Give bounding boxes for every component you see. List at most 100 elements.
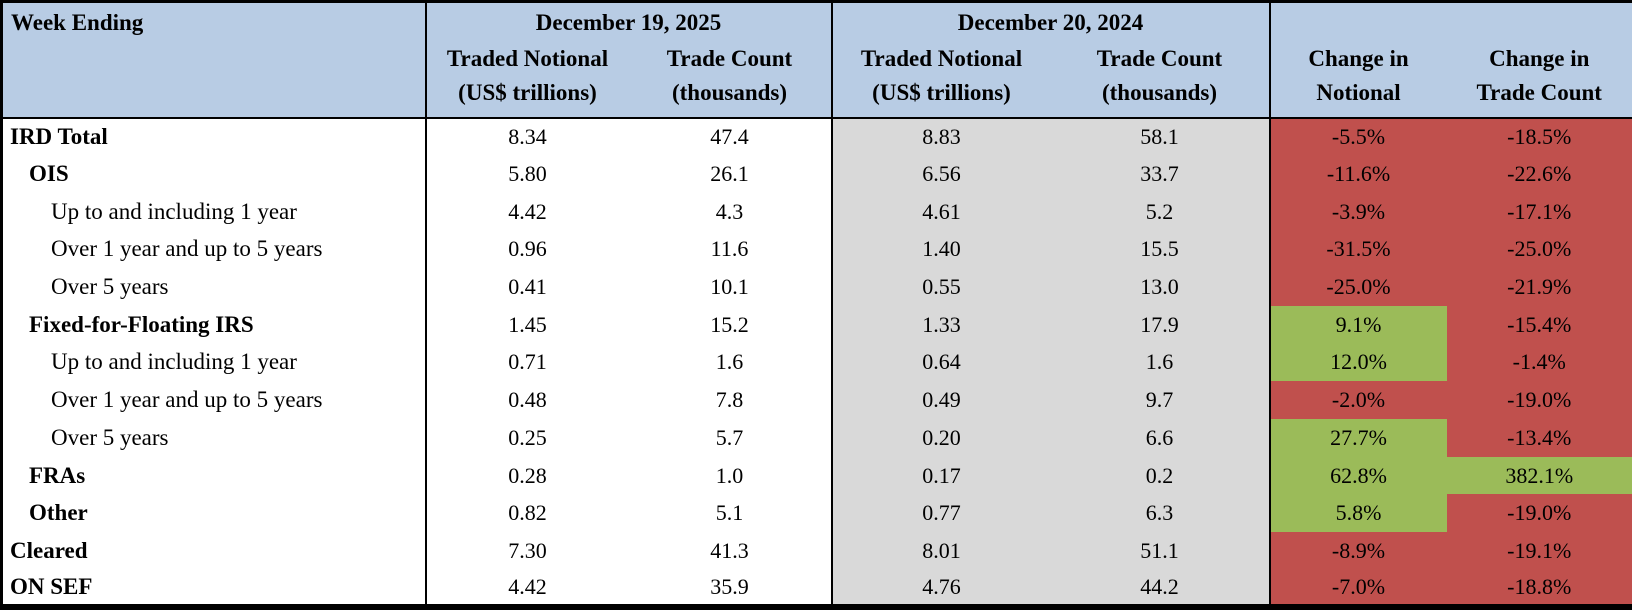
change-notional-cell: -8.9% bbox=[1268, 532, 1447, 570]
change-notional-cell: -5.5% bbox=[1268, 116, 1447, 156]
prior-notional-cell: 0.55 bbox=[830, 268, 1051, 306]
table-row: Over 1 year and up to 5 years 0.48 7.8 0… bbox=[2, 381, 1632, 419]
current-notional-cell: 7.30 bbox=[424, 532, 629, 570]
period-prior-header: December 20, 2024 bbox=[830, 1, 1270, 42]
row-label: Up to and including 1 year bbox=[51, 349, 297, 375]
change-notional-cell: -3.9% bbox=[1268, 192, 1447, 231]
table-header: Week Ending December 19, 2025 December 2… bbox=[1, 1, 1632, 118]
table-row: Cleared 7.30 41.3 8.01 51.1 -8.9% -19.1% bbox=[2, 532, 1632, 570]
current-notional-cell: 4.42 bbox=[424, 192, 629, 231]
table-row: Over 5 years 0.41 10.1 0.55 13.0 -25.0% … bbox=[2, 268, 1632, 306]
prior-count-subheader: Trade Count (thousands) bbox=[1050, 41, 1270, 118]
prior-count-cell: 58.1 bbox=[1050, 116, 1270, 156]
current-count-cell: 35.9 bbox=[710, 574, 749, 600]
change-count-cell: -1.4% bbox=[1446, 343, 1632, 382]
current-notional-cell: 0.48 bbox=[424, 381, 629, 419]
change-trade-count-header-line1: Change in bbox=[1489, 45, 1590, 71]
current-notional-cell: 0.28 bbox=[424, 456, 629, 495]
prior-count-cell: 15.5 bbox=[1050, 230, 1270, 269]
prior-count-cell: 44.2 bbox=[1050, 569, 1270, 608]
change-notional-cell: 12.0% bbox=[1268, 343, 1447, 382]
prior-count-cell: 1.6 bbox=[1050, 343, 1270, 382]
current-count-cell: 5.7 bbox=[715, 424, 744, 450]
current-notional-cell: 1.45 bbox=[424, 305, 629, 344]
table-row: Up to and including 1 year 0.71 1.6 0.64… bbox=[2, 343, 1632, 382]
change-notional-cell: -25.0% bbox=[1268, 268, 1447, 306]
change-notional-header-line1: Change in bbox=[1308, 45, 1409, 71]
row-label: IRD Total bbox=[1, 116, 426, 156]
change-count-cell: -21.9% bbox=[1446, 268, 1632, 306]
prior-count-cell: 17.9 bbox=[1050, 305, 1270, 344]
prior-notional-subheader: Traded Notional (US$ trillions) bbox=[830, 41, 1051, 118]
current-notional-cell: 4.42 bbox=[424, 569, 629, 608]
row-label: Over 5 years bbox=[51, 424, 169, 450]
current-notional-cell: 0.25 bbox=[424, 419, 629, 457]
prior-count-cell: 5.2 bbox=[1050, 192, 1270, 231]
prior-count-cell: 0.2 bbox=[1050, 456, 1270, 495]
prior-notional-cell: 0.20 bbox=[830, 419, 1051, 457]
current-count-cell: 11.6 bbox=[710, 236, 749, 262]
current-count-cell: 1.6 bbox=[715, 349, 744, 375]
prior-count-cell: 51.1 bbox=[1050, 532, 1270, 570]
current-count-cell: 41.3 bbox=[710, 537, 749, 563]
prior-notional-cell: 1.33 bbox=[830, 305, 1051, 344]
row-label: Cleared bbox=[10, 537, 88, 563]
current-notional-cell: 0.41 bbox=[424, 268, 629, 306]
change-notional-header: Change in Notional bbox=[1268, 1, 1447, 118]
prior-notional-cell: 0.77 bbox=[830, 494, 1051, 533]
current-count-cell: 4.3 bbox=[715, 198, 744, 224]
change-count-cell: -18.5% bbox=[1446, 116, 1632, 156]
current-count-cell: 5.1 bbox=[715, 500, 744, 526]
row-label: Fixed-for-Floating IRS bbox=[29, 311, 254, 337]
table-row: IRD Total 8.34 47.4 8.83 58.1 -5.5% -18.… bbox=[1, 116, 1632, 156]
current-notional-cell: 0.82 bbox=[424, 494, 629, 533]
current-count-cell: 7.8 bbox=[715, 387, 744, 413]
prior-notional-cell: 0.49 bbox=[830, 381, 1051, 419]
current-notional-cell: 0.96 bbox=[424, 230, 629, 269]
change-notional-cell: 62.8% bbox=[1268, 456, 1447, 495]
current-notional-subheader: Traded Notional (US$ trillions) bbox=[424, 41, 629, 118]
row-label: Over 5 years bbox=[51, 274, 169, 300]
change-count-cell: -19.0% bbox=[1446, 381, 1632, 419]
prior-notional-cell: 1.40 bbox=[830, 230, 1051, 269]
change-count-cell: -19.1% bbox=[1446, 532, 1632, 570]
row-label: ON SEF bbox=[10, 574, 93, 600]
table-body: IRD Total 8.34 47.4 8.83 58.1 -5.5% -18.… bbox=[1, 116, 1632, 608]
week-ending-header: Week Ending bbox=[1, 1, 426, 118]
current-count-cell: 26.1 bbox=[710, 161, 749, 187]
period-current-header: December 19, 2025 bbox=[424, 1, 832, 42]
prior-count-cell: 9.7 bbox=[1050, 381, 1270, 419]
table-row: Other 0.82 5.1 0.77 6.3 5.8% -19.0% bbox=[2, 494, 1632, 533]
row-label: Up to and including 1 year bbox=[51, 198, 297, 224]
prior-notional-cell: 0.17 bbox=[830, 456, 1051, 495]
current-count-cell: 10.1 bbox=[710, 274, 749, 300]
table-row: OIS 5.80 26.1 6.56 33.7 -11.6% -22.6% bbox=[2, 155, 1632, 193]
change-count-cell: -25.0% bbox=[1446, 230, 1632, 269]
prior-notional-cell: 8.83 bbox=[830, 116, 1051, 156]
change-count-cell: -19.0% bbox=[1446, 494, 1632, 533]
prior-count-cell: 6.3 bbox=[1050, 494, 1270, 533]
prior-notional-cell: 8.01 bbox=[830, 532, 1051, 570]
change-trade-count-header-line2: Trade Count bbox=[1476, 79, 1602, 105]
change-notional-header-line2: Notional bbox=[1316, 79, 1401, 105]
change-notional-cell: -7.0% bbox=[1268, 569, 1447, 608]
table-row: ON SEF 4.42 35.9 4.76 44.2 -7.0% -18.8% bbox=[2, 569, 1632, 608]
change-count-cell: -22.6% bbox=[1446, 155, 1632, 193]
change-count-cell: 382.1% bbox=[1446, 456, 1632, 495]
prior-count-cell: 6.6 bbox=[1050, 419, 1270, 457]
change-notional-cell: -11.6% bbox=[1268, 155, 1447, 193]
change-notional-cell: 5.8% bbox=[1268, 494, 1447, 533]
current-count-cell: 1.0 bbox=[715, 462, 744, 488]
change-count-cell: -18.8% bbox=[1446, 569, 1632, 608]
change-notional-cell: -2.0% bbox=[1268, 381, 1447, 419]
table-row: Fixed-for-Floating IRS 1.45 15.2 1.33 17… bbox=[2, 305, 1632, 344]
change-notional-cell: -31.5% bbox=[1268, 230, 1447, 269]
current-notional-cell: 5.80 bbox=[424, 155, 629, 193]
current-count-cell: 47.4 bbox=[628, 116, 832, 156]
change-notional-cell: 27.7% bbox=[1268, 419, 1447, 457]
prior-notional-cell: 4.76 bbox=[830, 569, 1051, 608]
prior-notional-cell: 6.56 bbox=[830, 155, 1051, 193]
change-notional-cell: 9.1% bbox=[1268, 305, 1447, 344]
